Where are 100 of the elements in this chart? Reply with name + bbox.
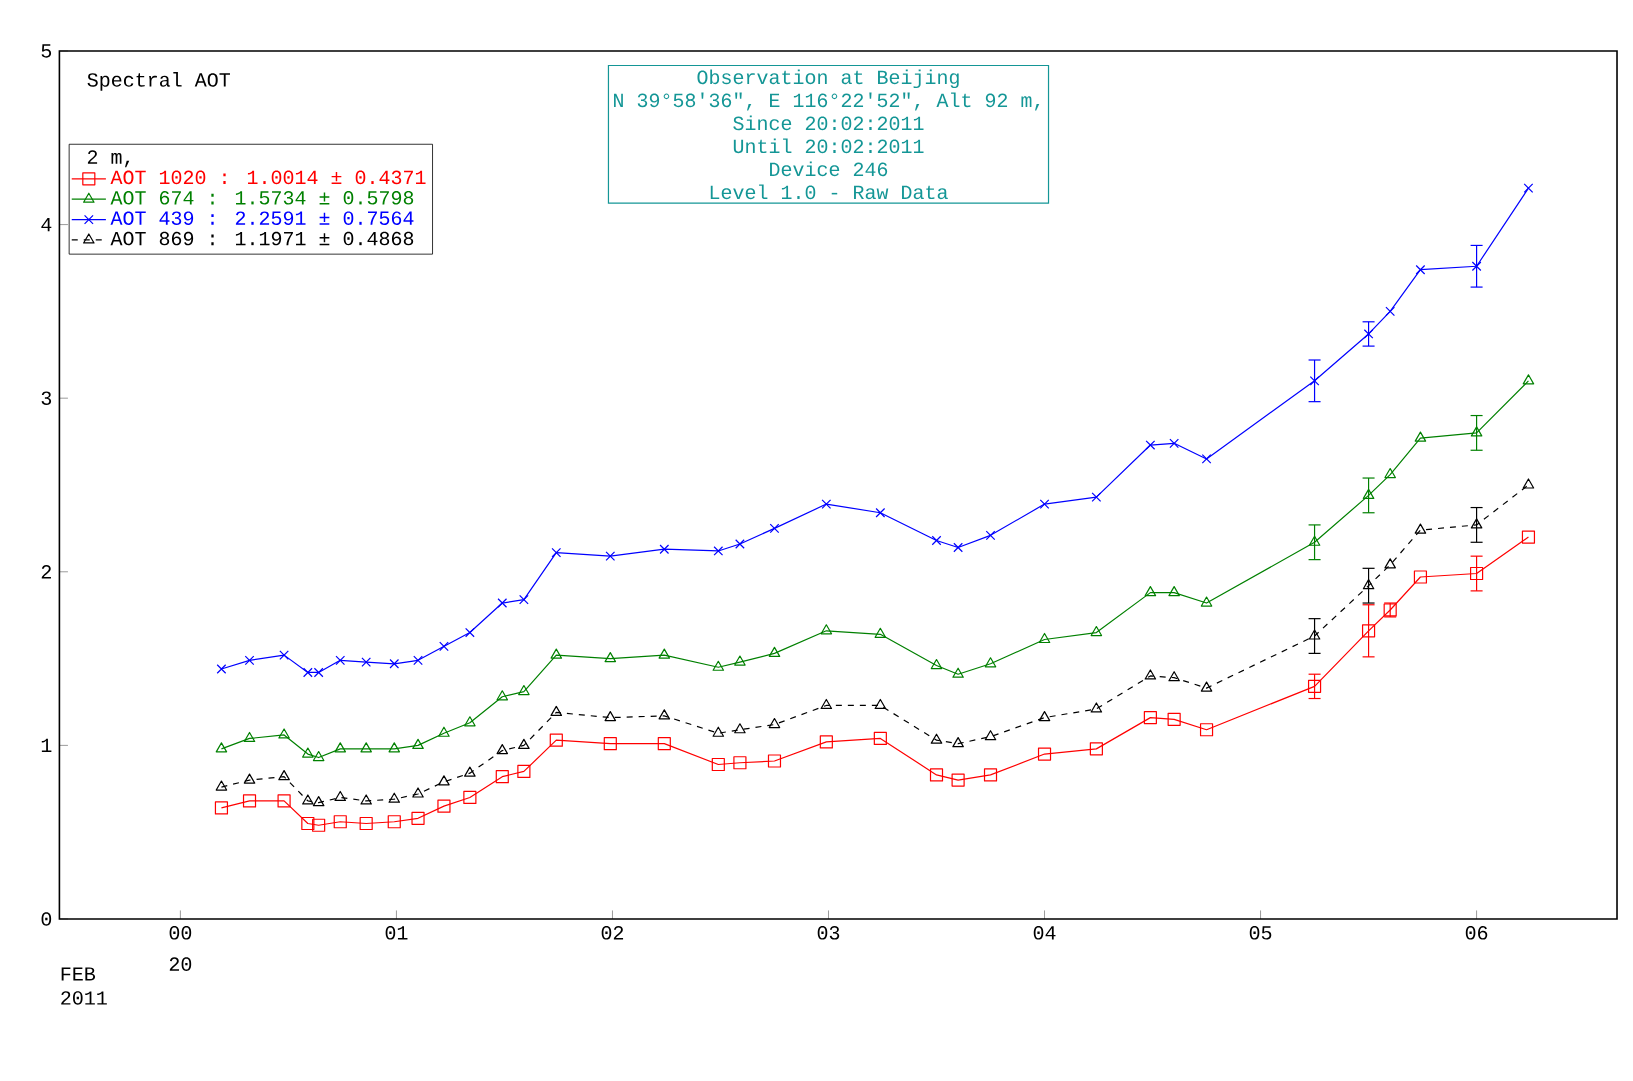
point — [821, 499, 832, 509]
point — [952, 737, 964, 748]
point — [312, 796, 325, 807]
legend-label: AOT 1020 : 1.0014 ± 0.4371 — [110, 170, 426, 185]
point — [389, 658, 400, 669]
point — [1309, 375, 1320, 386]
point — [496, 743, 509, 755]
point — [1361, 624, 1376, 638]
point — [496, 690, 509, 701]
point — [769, 523, 780, 534]
point — [243, 731, 256, 743]
point — [1414, 431, 1427, 442]
text: FEB — [61, 967, 96, 981]
y-tick-label: 0 — [41, 912, 52, 926]
point — [1200, 596, 1213, 607]
point — [438, 726, 450, 737]
point — [1308, 535, 1321, 546]
point — [820, 624, 833, 635]
x-tick-label: 05 — [1249, 926, 1272, 940]
point — [712, 660, 725, 671]
point — [767, 754, 782, 768]
point — [497, 598, 508, 608]
point — [519, 594, 529, 605]
point — [1385, 306, 1396, 317]
point — [734, 723, 746, 734]
point — [875, 507, 886, 518]
point — [929, 768, 944, 782]
text: 2011 — [61, 991, 107, 1005]
point — [951, 773, 965, 787]
point — [658, 709, 671, 720]
x-tick-label: 02 — [601, 926, 624, 940]
point — [334, 790, 347, 802]
point — [412, 738, 424, 749]
x-tick-label: 00 — [169, 926, 192, 940]
point — [242, 794, 257, 808]
point — [359, 816, 373, 831]
point — [735, 539, 745, 549]
point — [1470, 518, 1483, 529]
point — [1413, 570, 1428, 584]
point — [302, 747, 314, 758]
legend-label: AOT 439 : 2.2591 ± 0.7564 — [110, 211, 414, 225]
point — [984, 730, 997, 741]
point — [1168, 671, 1180, 682]
point — [874, 627, 887, 638]
point — [335, 655, 346, 666]
point — [360, 742, 372, 753]
y-tick-label: 5 — [41, 44, 52, 58]
point — [1144, 586, 1157, 597]
point — [1384, 467, 1396, 479]
point — [1144, 669, 1157, 680]
point — [983, 768, 998, 782]
point — [412, 787, 424, 798]
point — [1415, 264, 1426, 275]
point — [411, 811, 425, 825]
point — [243, 773, 256, 784]
legend-label: AOT 674 : 1.5734 ± 0.5798 — [110, 191, 414, 205]
point — [1307, 679, 1322, 693]
point — [463, 790, 477, 805]
point — [657, 737, 671, 751]
point — [984, 657, 997, 668]
point — [464, 716, 476, 727]
point — [1471, 261, 1482, 272]
point — [361, 657, 372, 667]
point — [1199, 723, 1214, 737]
point — [244, 655, 255, 666]
point — [713, 546, 724, 556]
point — [985, 530, 996, 541]
legend-title: 2 m, — [87, 150, 130, 168]
point — [1145, 440, 1156, 450]
point — [952, 667, 964, 678]
point — [1168, 586, 1180, 597]
point — [1469, 566, 1484, 581]
point — [279, 650, 289, 660]
annotation: Since 20:02:2011 — [733, 115, 924, 131]
point — [214, 801, 229, 815]
point — [277, 794, 291, 808]
point — [216, 664, 227, 674]
y-tick-label: 4 — [41, 218, 52, 232]
point — [768, 717, 781, 729]
point — [437, 799, 451, 813]
point — [931, 535, 942, 546]
point — [302, 794, 314, 805]
point — [711, 757, 725, 772]
point — [734, 655, 746, 666]
point — [301, 816, 315, 831]
x-tick-label: 01 — [385, 926, 408, 940]
point — [1414, 523, 1427, 534]
point — [439, 641, 449, 652]
point — [1522, 478, 1535, 489]
point — [1090, 702, 1103, 713]
x-tick-label: 06 — [1465, 926, 1488, 940]
point — [312, 750, 325, 762]
point — [1090, 625, 1103, 637]
y-tick-label: 1 — [41, 738, 52, 752]
point — [550, 705, 563, 716]
point — [1362, 579, 1375, 590]
point — [1363, 329, 1374, 339]
point — [360, 794, 372, 805]
point — [549, 733, 563, 747]
annotation: Level 1.0 - Raw Data — [710, 184, 948, 200]
